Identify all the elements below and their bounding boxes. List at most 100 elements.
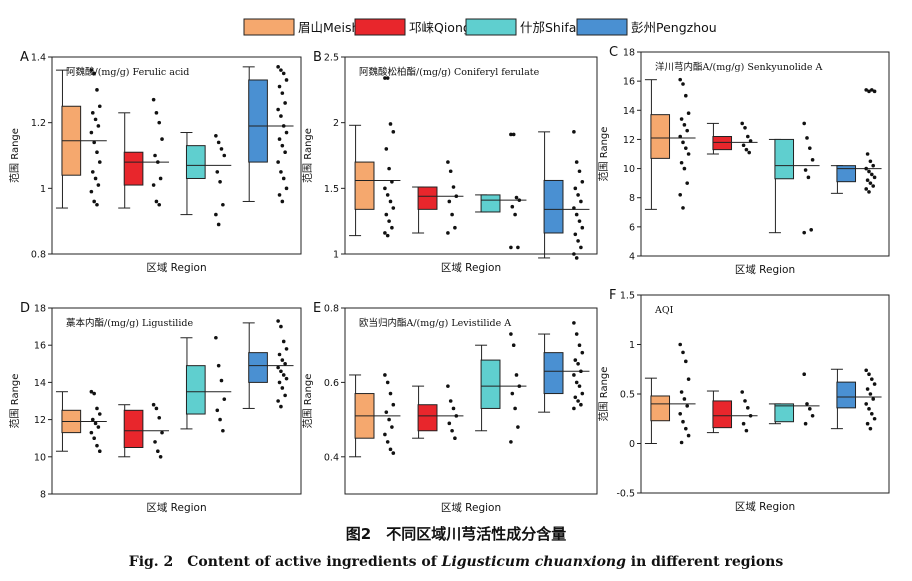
data-point xyxy=(579,369,583,374)
plot-frame xyxy=(344,56,598,255)
data-point xyxy=(89,68,94,72)
box xyxy=(480,359,501,409)
data-point xyxy=(383,186,387,191)
data-point xyxy=(214,212,218,217)
data-point xyxy=(281,339,286,344)
data-point xyxy=(153,440,157,444)
data-point xyxy=(872,416,877,421)
data-point xyxy=(806,175,811,180)
data-point xyxy=(517,198,522,202)
data-point xyxy=(681,419,685,424)
data-point xyxy=(741,421,746,426)
data-point xyxy=(740,121,744,126)
data-point xyxy=(573,186,578,191)
data-point xyxy=(572,321,576,325)
data-point xyxy=(576,193,580,197)
chart-legend: 眉山Meishan 邛崃Qionglai 什邡Shifang 彭州Pengzhou xyxy=(243,18,717,36)
data-point xyxy=(576,399,580,403)
data-point xyxy=(214,134,218,138)
data-point xyxy=(89,430,94,435)
y-tick-label: 12 xyxy=(34,415,46,426)
data-point xyxy=(747,150,751,155)
data-point xyxy=(280,386,285,390)
data-point xyxy=(744,428,749,433)
data-point xyxy=(513,212,517,217)
x-axis-label: 区域 Region xyxy=(146,501,206,514)
data-point xyxy=(573,232,578,237)
data-point xyxy=(283,362,287,366)
y-tick-label: 14 xyxy=(34,378,46,389)
data-point xyxy=(97,160,102,164)
legend-swatch xyxy=(243,18,295,36)
box xyxy=(712,136,733,151)
data-point xyxy=(95,88,99,92)
box xyxy=(543,179,564,234)
data-point xyxy=(686,152,691,156)
chart-panel-a: A 阿魏酸/(mg/g) Ferulic acid 0.8 1 1.2 1.4 范围 Ran… xyxy=(8,50,302,274)
box-group xyxy=(768,121,820,235)
data-point xyxy=(810,158,815,162)
data-point xyxy=(679,390,684,394)
y-tick-label: 0.5 xyxy=(620,390,635,401)
data-point xyxy=(383,76,387,80)
y-tick-label: 2 xyxy=(333,118,339,129)
data-point xyxy=(387,219,391,223)
data-point xyxy=(95,406,99,411)
y-tick-label: 18 xyxy=(623,48,635,59)
data-point xyxy=(746,134,750,139)
data-point xyxy=(872,382,877,386)
data-point xyxy=(277,84,282,89)
data-point xyxy=(284,130,289,135)
data-point xyxy=(90,170,95,174)
data-point xyxy=(805,136,809,140)
y-axis-label: 范围 Range xyxy=(301,128,314,183)
box xyxy=(480,194,501,213)
box-group xyxy=(706,121,758,155)
data-point xyxy=(748,413,753,418)
data-point xyxy=(446,160,450,164)
y-tick-label: 10 xyxy=(623,164,635,175)
x-axis-label: 区域 Region xyxy=(441,261,501,274)
y-axis-label: 范围 Range xyxy=(597,127,610,182)
data-point xyxy=(864,368,868,373)
box-group xyxy=(180,132,232,227)
data-point xyxy=(681,82,685,86)
data-point xyxy=(281,124,286,128)
data-point xyxy=(684,146,688,150)
data-point xyxy=(387,417,391,422)
data-point xyxy=(216,222,221,227)
y-tick-label: 1.4 xyxy=(31,53,46,64)
data-point xyxy=(805,402,809,406)
data-point xyxy=(222,397,227,401)
data-point xyxy=(870,172,874,177)
data-point xyxy=(685,404,689,408)
data-point xyxy=(277,137,282,141)
data-point xyxy=(803,168,808,172)
data-point xyxy=(279,369,283,374)
x-axis-label: 区域 Region xyxy=(146,261,206,274)
data-point xyxy=(580,391,585,396)
data-point xyxy=(383,432,387,437)
data-point xyxy=(383,231,387,235)
data-point xyxy=(222,153,227,158)
data-point xyxy=(95,202,99,207)
data-point xyxy=(279,324,283,329)
data-point xyxy=(280,199,285,204)
data-point xyxy=(96,183,101,187)
box xyxy=(123,151,144,186)
legend-swatch xyxy=(576,18,628,36)
data-point xyxy=(509,132,513,137)
box-group xyxy=(55,389,107,454)
data-point xyxy=(454,194,459,199)
legend-label: 什邡Shifang xyxy=(520,20,592,35)
data-point xyxy=(511,343,516,348)
data-point xyxy=(871,184,875,188)
data-point xyxy=(89,189,94,194)
data-point xyxy=(871,397,875,401)
caption-en-suffix: in different regions xyxy=(625,554,784,570)
data-point xyxy=(864,402,868,406)
data-point xyxy=(454,414,459,418)
data-point xyxy=(383,373,387,377)
data-point xyxy=(281,373,286,377)
box-group xyxy=(706,390,758,434)
